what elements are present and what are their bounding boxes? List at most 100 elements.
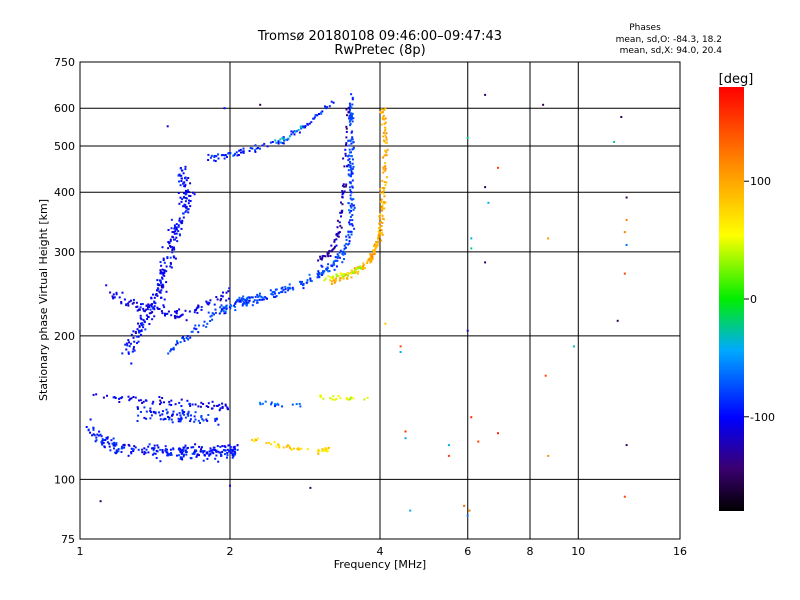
data-point [159, 403, 161, 406]
data-point [160, 284, 163, 287]
data-point [178, 173, 181, 176]
data-point [206, 451, 209, 454]
data-point [344, 246, 347, 249]
data-point [318, 273, 321, 276]
data-point [223, 154, 226, 157]
data-point [320, 271, 323, 274]
data-point [321, 450, 324, 452]
data-point [228, 287, 231, 290]
data-point [333, 263, 336, 266]
data-point [180, 398, 183, 401]
data-point [238, 300, 241, 303]
data-point [383, 218, 385, 221]
data-point [340, 201, 342, 204]
data-point [348, 157, 351, 160]
data-point [176, 310, 178, 312]
data-point [310, 121, 313, 124]
data-point [232, 454, 235, 457]
data-point [484, 261, 487, 264]
data-point [351, 112, 354, 115]
data-point [195, 327, 198, 330]
data-point [348, 221, 351, 224]
data-point [340, 210, 343, 213]
data-point [193, 311, 196, 314]
data-point [121, 291, 124, 294]
data-point [173, 232, 176, 235]
data-point [336, 233, 339, 235]
data-point [321, 257, 324, 259]
data-point [207, 402, 210, 405]
data-point [347, 202, 350, 204]
data-point [384, 107, 387, 110]
data-point [184, 444, 187, 447]
data-point [258, 294, 261, 297]
data-point [219, 299, 222, 302]
data-point [195, 455, 198, 458]
data-point [383, 202, 386, 205]
data-point [189, 420, 192, 423]
data-point [222, 306, 225, 309]
data-point [178, 315, 181, 318]
data-point [205, 418, 208, 421]
data-point [349, 118, 352, 121]
data-point [384, 165, 387, 168]
data-point [142, 319, 145, 322]
data-point [377, 230, 380, 233]
data-point [200, 448, 202, 451]
data-point [317, 450, 320, 453]
data-point [215, 417, 218, 420]
data-point [179, 341, 182, 344]
data-point [162, 259, 165, 262]
data-point [133, 346, 135, 348]
data-point [324, 105, 326, 108]
data-point [130, 397, 133, 400]
data-point [213, 313, 215, 316]
data-point [466, 514, 469, 517]
data-point [259, 403, 262, 406]
data-point [190, 414, 192, 417]
data-point [229, 152, 232, 155]
data-point [349, 219, 352, 222]
data-point [296, 447, 299, 450]
data-point [177, 224, 180, 227]
data-point [237, 299, 240, 302]
data-point [335, 244, 338, 247]
data-point [350, 233, 353, 236]
data-point [205, 300, 208, 303]
data-point [172, 346, 175, 349]
data-point [287, 137, 290, 140]
colorbar-tick-label: -100 [750, 411, 775, 424]
data-point [167, 352, 170, 355]
data-point [356, 272, 359, 275]
data-point [381, 217, 384, 220]
data-point [244, 299, 247, 301]
data-point [351, 98, 354, 101]
data-point [350, 198, 353, 201]
data-point [370, 260, 373, 263]
data-point [147, 451, 150, 454]
data-point [154, 302, 157, 305]
data-point [323, 270, 326, 273]
data-point [229, 307, 232, 310]
data-point [288, 283, 291, 286]
data-point [138, 331, 141, 334]
data-point [384, 184, 387, 187]
data-point [347, 164, 350, 166]
data-point [223, 107, 226, 110]
data-point [352, 198, 355, 201]
data-point [470, 416, 473, 419]
data-point [266, 145, 269, 148]
data-point [146, 318, 149, 320]
data-point [174, 316, 177, 319]
data-point [152, 307, 155, 310]
data-point [196, 311, 199, 314]
data-point [249, 147, 252, 150]
data-point [152, 410, 155, 413]
data-point [132, 301, 135, 304]
data-point [348, 240, 351, 243]
data-point [353, 206, 356, 209]
data-point [345, 127, 348, 130]
data-point [369, 258, 372, 261]
data-point [103, 439, 106, 442]
data-point [175, 226, 178, 229]
